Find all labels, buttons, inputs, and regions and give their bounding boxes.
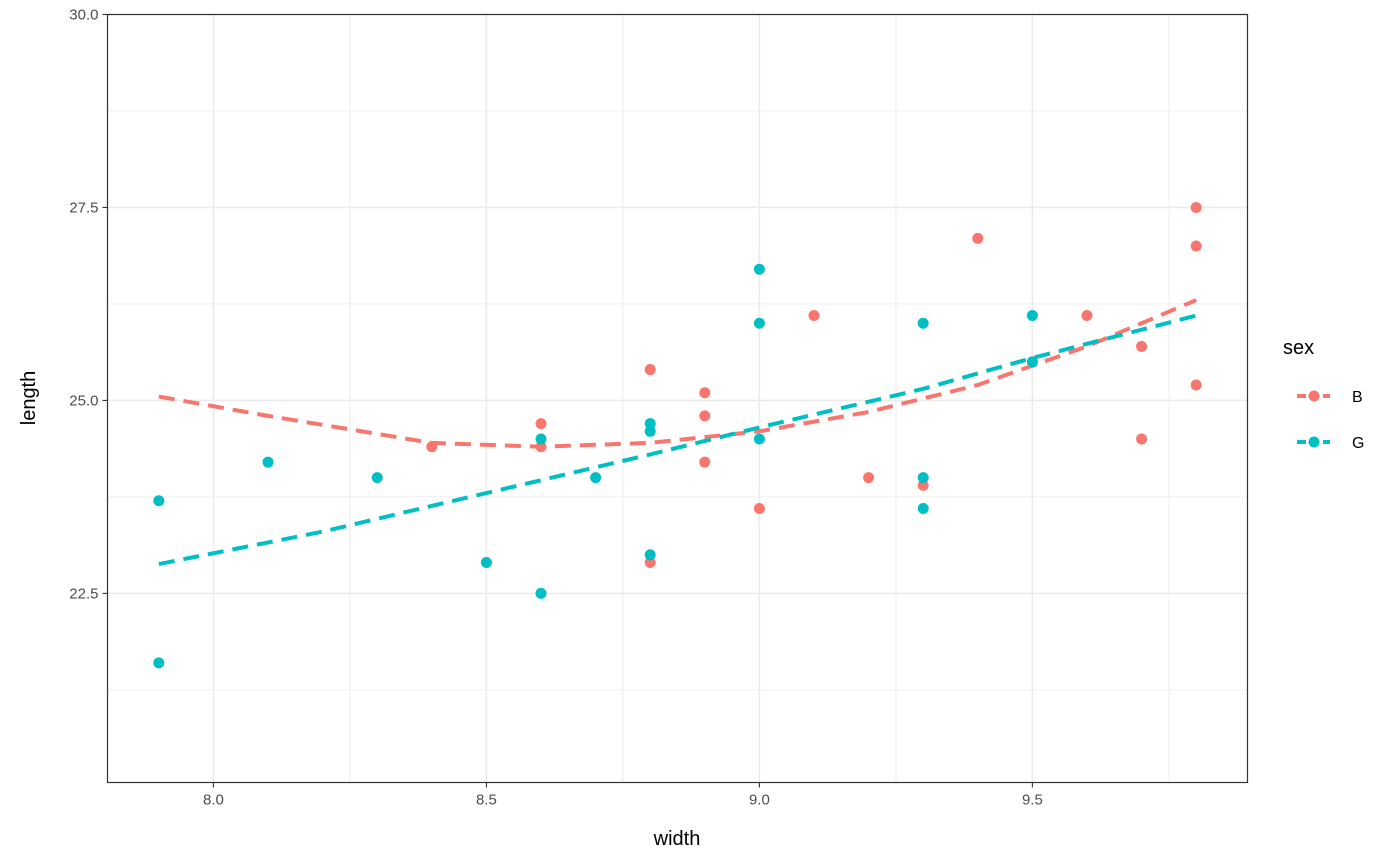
- point-B: [917, 479, 929, 491]
- point-G: [480, 557, 492, 569]
- point-G: [153, 495, 165, 507]
- point-B: [1081, 310, 1093, 322]
- points: [153, 201, 1202, 669]
- fit-line-G: [158, 313, 1197, 567]
- y-axis-title: length: [18, 371, 40, 426]
- fit-lines: [158, 298, 1197, 567]
- point-G: [917, 472, 929, 484]
- point-B: [753, 502, 765, 514]
- point-G: [917, 317, 929, 329]
- point-B: [1136, 433, 1148, 445]
- point-B: [863, 472, 875, 484]
- y-tick-label: 30.0: [69, 7, 98, 24]
- x-axis-title: width: [653, 828, 701, 850]
- point-G: [644, 418, 656, 430]
- point-B: [644, 364, 656, 376]
- legend-label-B: B: [1352, 389, 1363, 406]
- y-tick-label: 22.5: [69, 585, 98, 602]
- y-tick-label: 25.0: [69, 392, 98, 409]
- y-tick-label: 27.5: [69, 199, 98, 216]
- point-B: [644, 557, 656, 569]
- point-G: [590, 472, 602, 484]
- point-B: [699, 387, 711, 399]
- point-B: [426, 441, 438, 453]
- point-B: [808, 310, 820, 322]
- point-B: [1190, 379, 1202, 391]
- panel-border: [106, 13, 1249, 784]
- point-B: [972, 232, 984, 244]
- point-G: [644, 425, 656, 437]
- point-G: [753, 433, 765, 445]
- point-B: [1190, 201, 1202, 213]
- point-G: [262, 456, 274, 468]
- point-B: [699, 456, 711, 468]
- point-B: [1190, 240, 1202, 252]
- point-G: [753, 317, 765, 329]
- point-G: [535, 433, 547, 445]
- legend-label-G: G: [1352, 435, 1364, 452]
- legend: sex B G: [1283, 337, 1364, 452]
- point-G: [371, 472, 383, 484]
- point-G: [153, 657, 165, 669]
- grid: [107, 13, 1248, 783]
- x-tick-label: 9.0: [749, 792, 770, 809]
- point-B: [699, 410, 711, 422]
- point-B: [535, 441, 547, 453]
- point-G: [917, 502, 929, 514]
- legend-key-point-G: [1308, 436, 1320, 448]
- point-G: [644, 549, 656, 561]
- fit-line-B: [158, 298, 1197, 449]
- axes: 8.0 8.5 9.0 9.5 22.5 25.0 27.5 30.0: [69, 7, 1043, 809]
- point-B: [535, 418, 547, 430]
- x-tick-label: 8.0: [203, 792, 224, 809]
- legend-key-point-B: [1308, 390, 1320, 402]
- point-G: [1026, 310, 1038, 322]
- point-B: [1136, 340, 1148, 352]
- x-tick-label: 9.5: [1022, 792, 1043, 809]
- point-G: [535, 587, 547, 599]
- point-G: [1026, 356, 1038, 368]
- x-tick-label: 8.5: [476, 792, 497, 809]
- legend-title: sex: [1283, 337, 1314, 359]
- point-G: [753, 263, 765, 275]
